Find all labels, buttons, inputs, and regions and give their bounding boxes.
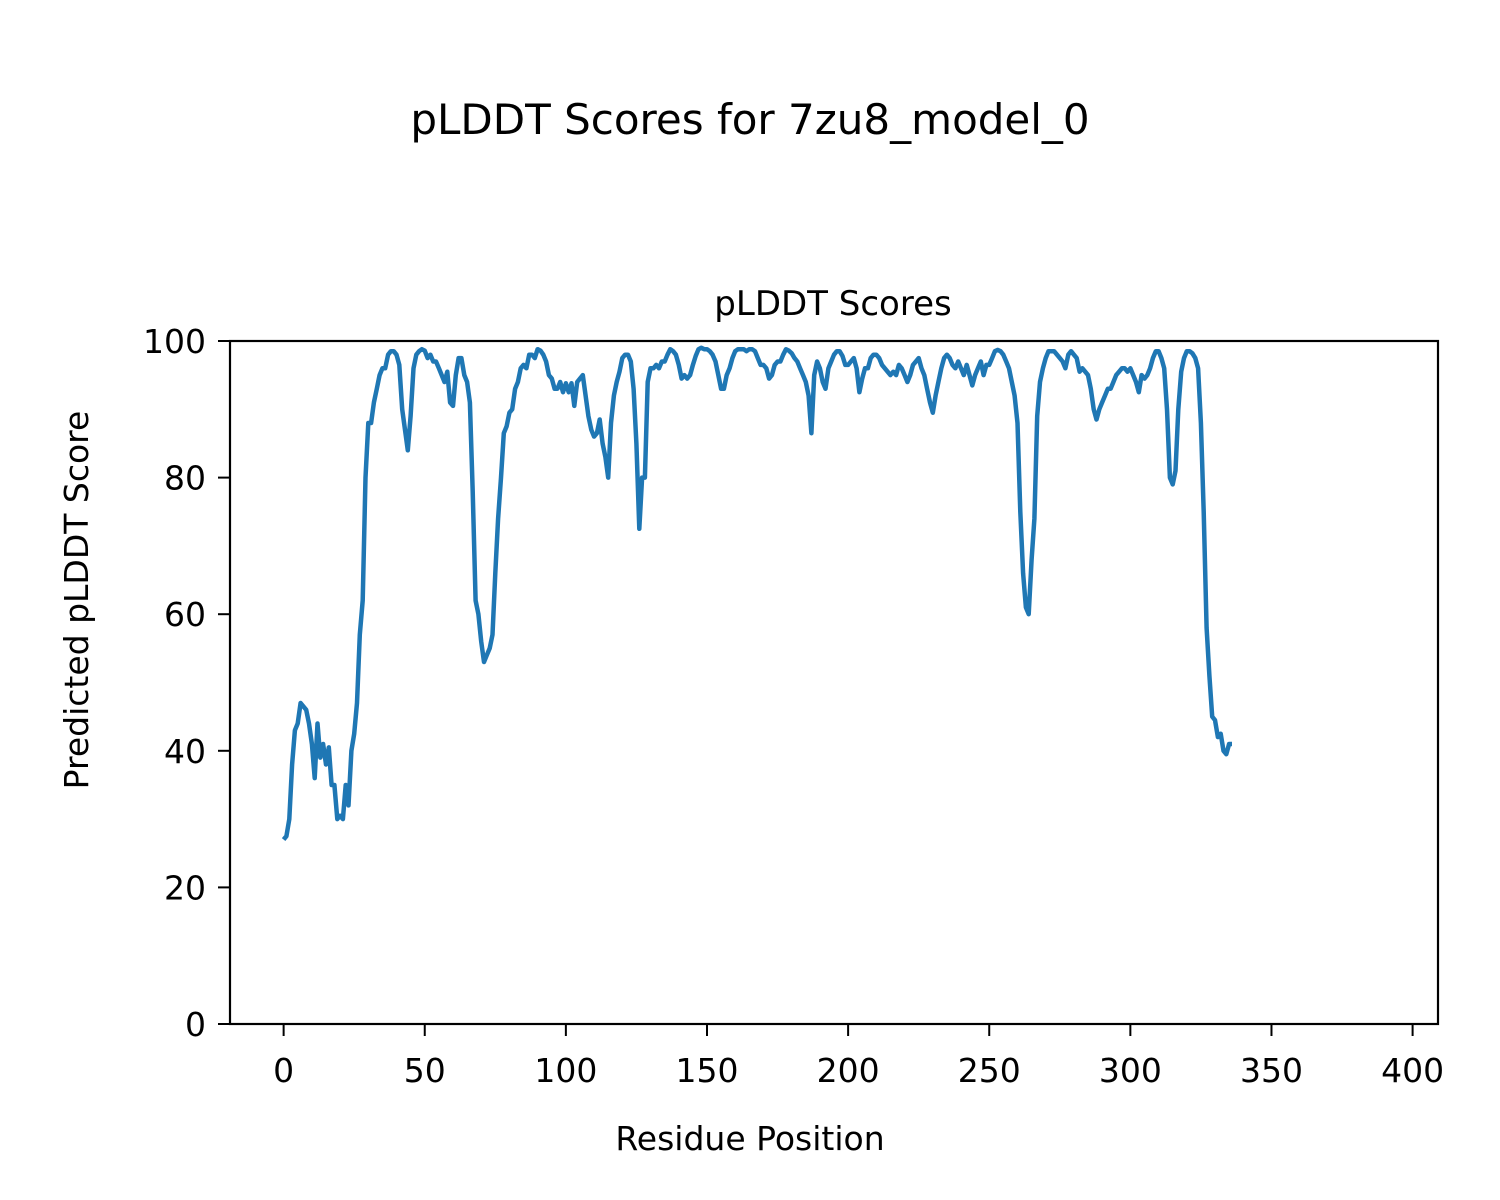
y-axis: 0 20 40 60 80 100 — [143, 322, 230, 1044]
y-tick-label: 40 — [164, 732, 206, 771]
series-line-0 — [281, 345, 1232, 842]
x-tick-label: 200 — [817, 1051, 880, 1090]
x-tick-label: 50 — [404, 1051, 446, 1090]
x-axis: 0 50 100 150 200 250 300 350 400 — [273, 1024, 1444, 1090]
plot-area — [228, 339, 1440, 1026]
x-tick-label: 350 — [1240, 1051, 1303, 1090]
y-tick-label: 20 — [164, 868, 206, 907]
y-tick-label: 0 — [185, 1005, 206, 1044]
x-tick-label: 0 — [273, 1051, 294, 1090]
axes-title: pLDDT Scores — [714, 284, 951, 324]
axes-frame — [228, 339, 1440, 1026]
y-tick-label: 100 — [143, 322, 206, 361]
x-tick-label: 400 — [1381, 1051, 1444, 1090]
x-tick-label: 150 — [675, 1051, 738, 1090]
y-tick-label: 80 — [164, 459, 206, 498]
figure-suptitle: pLDDT Scores for 7zu8_model_0 — [410, 95, 1089, 144]
y-axis-label: Predicted pLDDT Score — [57, 411, 96, 790]
y-tick-label: 60 — [164, 595, 206, 634]
x-axis-label: Residue Position — [615, 1119, 884, 1158]
x-tick-label: 300 — [1099, 1051, 1162, 1090]
x-tick-label: 100 — [534, 1051, 597, 1090]
x-tick-label: 250 — [958, 1051, 1021, 1090]
